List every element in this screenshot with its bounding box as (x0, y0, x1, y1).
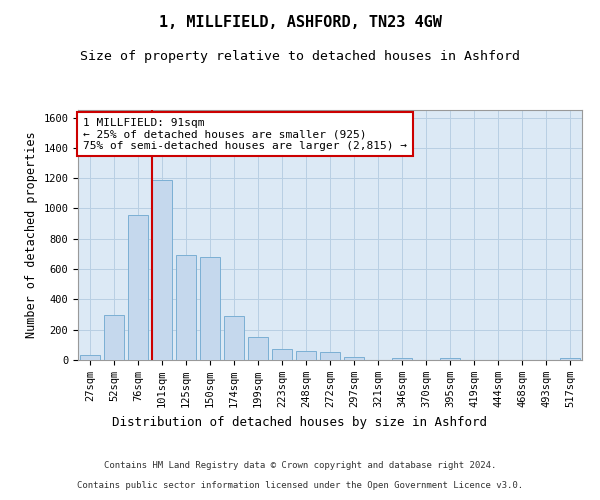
Bar (152, 180, 172, 360)
Bar (128, 214, 148, 360)
Bar (176, 256, 196, 360)
Bar (392, 358, 412, 360)
Bar (80, 356, 100, 360)
Text: Contains HM Land Registry data © Crown copyright and database right 2024.: Contains HM Land Registry data © Crown c… (104, 460, 496, 469)
Bar (272, 348, 292, 360)
Text: Size of property relative to detached houses in Ashford: Size of property relative to detached ho… (80, 50, 520, 63)
Text: 1 MILLFIELD: 91sqm
← 25% of detached houses are smaller (925)
75% of semi-detach: 1 MILLFIELD: 91sqm ← 25% of detached hou… (83, 118, 407, 150)
Bar (440, 358, 460, 360)
Bar (224, 316, 244, 360)
Bar (344, 357, 364, 360)
Text: Contains public sector information licensed under the Open Government Licence v3: Contains public sector information licen… (77, 480, 523, 490)
Y-axis label: Number of detached properties: Number of detached properties (25, 132, 38, 338)
Bar (296, 351, 316, 360)
Text: 1, MILLFIELD, ASHFORD, TN23 4GW: 1, MILLFIELD, ASHFORD, TN23 4GW (158, 15, 442, 30)
Bar (104, 314, 124, 360)
Bar (200, 257, 220, 360)
Bar (320, 352, 340, 360)
Bar (560, 358, 580, 360)
Text: Distribution of detached houses by size in Ashford: Distribution of detached houses by size … (113, 416, 487, 429)
Bar (248, 336, 268, 360)
